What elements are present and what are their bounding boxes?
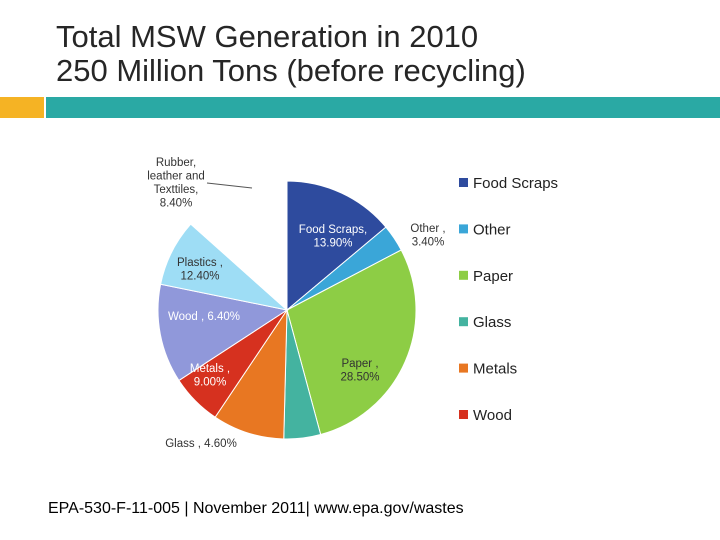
pie-slice-yard-trimmings — [190, 180, 288, 312]
legend-label-paper: Paper — [473, 268, 513, 285]
data-label-wood: Wood , 6.40% — [168, 311, 240, 323]
pie-slice-plastics — [157, 283, 289, 382]
legend-label-wood: Wood — [473, 407, 512, 424]
data-label-metals: Metals , 9.00% — [190, 363, 230, 389]
source-footer: EPA-530-F-11-005 | November 2011| www.ep… — [48, 500, 464, 517]
accent-square — [0, 97, 44, 118]
pie-slice-paper — [286, 249, 417, 436]
legend-swatch-metals — [459, 363, 468, 373]
legend-label-glass: Glass — [473, 314, 511, 331]
pie-data-labels: Food Scraps, 13.90% Other , 3.40% Paper , 28.… — [147, 157, 445, 450]
data-label-food-scraps: Food Scraps, 13.90% — [299, 224, 367, 250]
pie-slice-food-scraps — [286, 180, 387, 312]
legend-swatch-glass — [459, 317, 468, 327]
accent-bar — [46, 97, 720, 118]
title-line-2: 250 Million Tons (before recycling) — [56, 53, 526, 88]
pie-slices — [157, 180, 417, 440]
data-label-other: Other , 3.40% — [410, 223, 445, 249]
legend-swatch-wood — [459, 410, 468, 419]
data-label-rubber-leather-and-texttiles: Rubber, leather and Texttiles, 8.40% — [147, 157, 205, 210]
legend-label-metals: Metals — [473, 361, 517, 378]
data-label-plastics: Plastics , 12.40% — [177, 257, 223, 283]
data-label-paper: Paper , 28.50% — [340, 358, 379, 384]
chart-legend: Food Scraps Other Paper Glass Metals Wood — [459, 175, 558, 424]
legend-label-food-scraps: Food Scraps — [473, 175, 558, 192]
legend-swatch-paper — [459, 270, 468, 280]
rubber-label-leader-line — [206, 182, 253, 189]
legend-swatch-food-scraps — [459, 178, 468, 187]
data-label-glass: Glass , 4.60% — [165, 438, 237, 450]
legend-swatch-other — [459, 224, 468, 234]
title-line-1: Total MSW Generation in 2010 — [56, 19, 479, 54]
legend-label-other: Other — [473, 221, 511, 238]
slide-title: Total MSW Generation in 2010 250 Million… — [56, 20, 526, 88]
